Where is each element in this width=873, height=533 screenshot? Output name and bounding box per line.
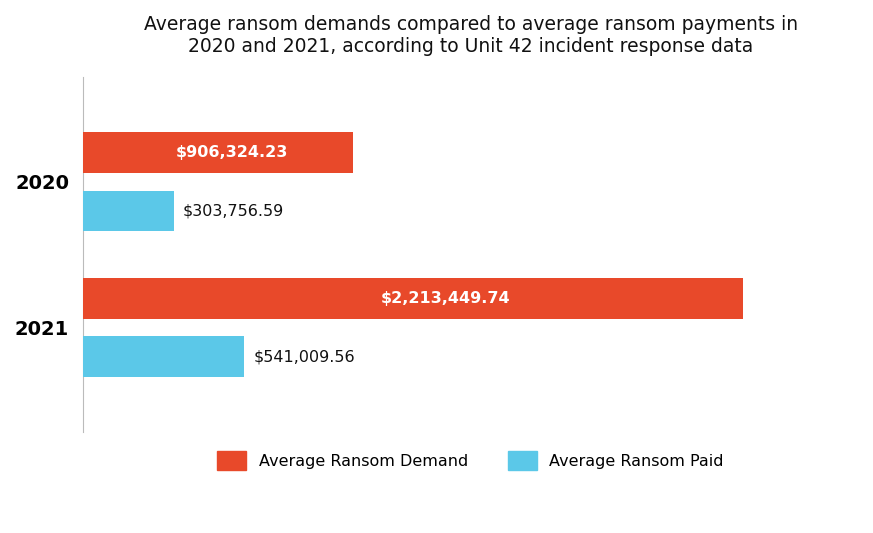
Bar: [83, 191, 174, 231]
Bar: [83, 336, 244, 377]
Text: $303,756.59: $303,756.59: [183, 204, 285, 219]
Text: $906,324.23: $906,324.23: [175, 146, 288, 160]
Legend: Average Ransom Demand, Average Ransom Paid: Average Ransom Demand, Average Ransom Pa…: [210, 443, 732, 478]
Bar: [83, 132, 354, 173]
Text: $2,213,449.74: $2,213,449.74: [382, 291, 511, 306]
Text: $541,009.56: $541,009.56: [254, 349, 355, 364]
Bar: [83, 278, 743, 319]
Title: Average ransom demands compared to average ransom payments in
2020 and 2021, acc: Average ransom demands compared to avera…: [143, 15, 798, 56]
